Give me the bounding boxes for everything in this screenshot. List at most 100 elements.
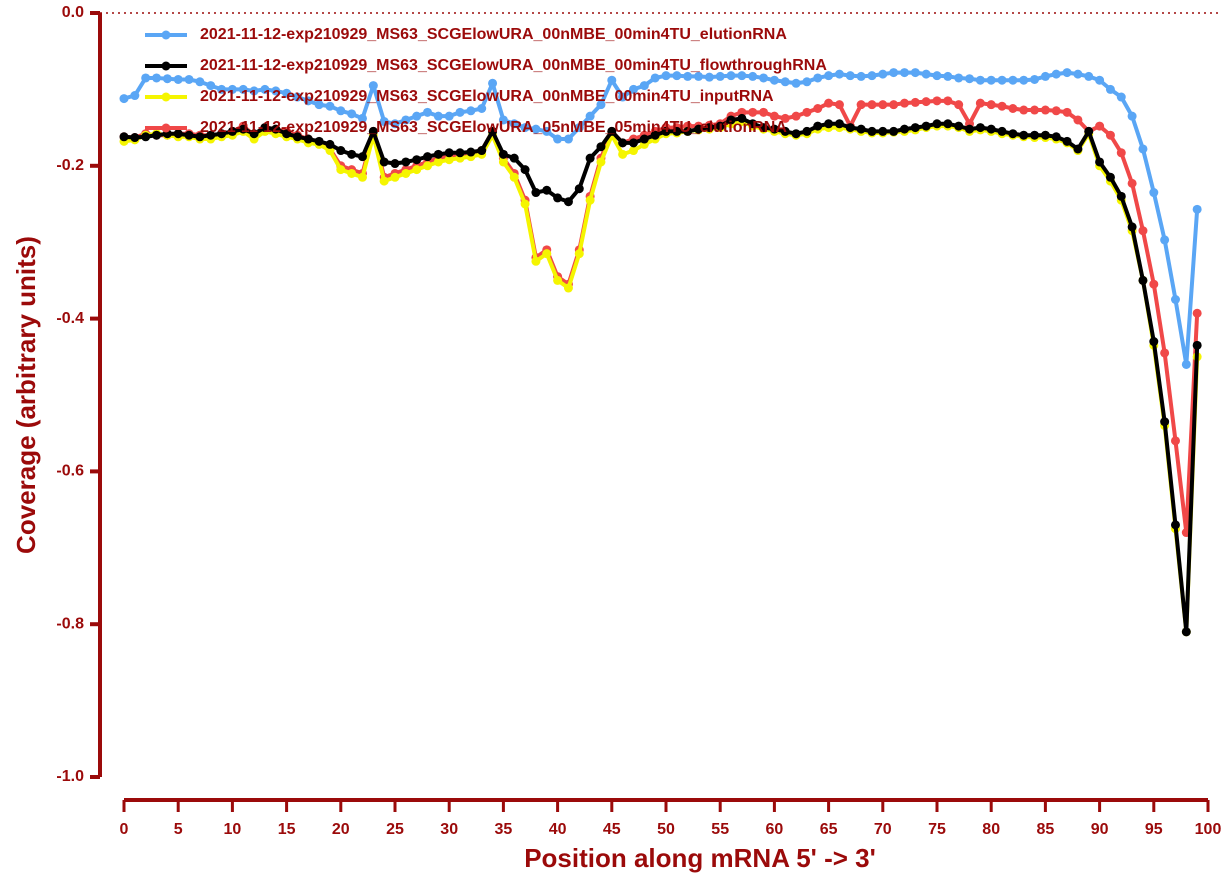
data-point <box>607 75 617 85</box>
data-point <box>423 107 433 117</box>
data-point <box>401 168 411 178</box>
data-point <box>975 75 985 85</box>
data-point <box>498 115 508 125</box>
data-point <box>834 100 844 110</box>
data-point <box>986 100 996 110</box>
data-point <box>715 121 725 131</box>
data-point <box>759 123 769 133</box>
data-point <box>1192 308 1202 318</box>
data-point <box>889 100 899 110</box>
data-point <box>813 104 823 113</box>
data-point <box>813 73 823 83</box>
data-point <box>1170 295 1180 304</box>
data-point <box>726 71 736 81</box>
y-tick-label: -1.0 <box>56 768 84 785</box>
data-point <box>401 157 411 167</box>
data-point <box>563 134 573 144</box>
x-tick-label: 5 <box>174 821 183 838</box>
data-point <box>227 84 237 94</box>
data-point <box>650 73 660 83</box>
data-point <box>119 132 129 142</box>
data-point <box>889 68 899 78</box>
data-point <box>1170 520 1180 530</box>
data-point <box>780 126 790 136</box>
data-point <box>910 123 920 133</box>
data-point <box>1019 105 1029 115</box>
data-point <box>769 111 779 121</box>
data-point <box>1181 627 1191 637</box>
x-tick-label: 70 <box>874 821 892 838</box>
data-point <box>184 130 194 140</box>
data-point <box>130 91 140 101</box>
x-tick-label: 100 <box>1195 821 1222 838</box>
data-point <box>1051 106 1061 116</box>
data-point <box>1160 235 1170 245</box>
data-point <box>802 107 812 117</box>
data-point <box>325 139 335 149</box>
x-tick-label: 0 <box>120 821 129 838</box>
x-tick-label: 10 <box>224 821 242 838</box>
data-point <box>824 119 834 129</box>
data-point <box>650 130 660 140</box>
data-point <box>542 185 552 195</box>
x-tick-label: 40 <box>549 821 567 838</box>
data-point <box>932 96 942 106</box>
data-point <box>975 98 985 108</box>
data-point <box>1073 115 1083 125</box>
data-point <box>824 71 834 81</box>
data-point <box>260 84 270 94</box>
data-point <box>303 96 313 106</box>
x-tick-label: 75 <box>928 821 946 838</box>
x-axis-title: Position along mRNA 5' -> 3' <box>524 843 876 873</box>
series <box>119 96 1202 538</box>
data-point <box>498 157 508 167</box>
x-tick-label: 95 <box>1145 821 1163 838</box>
data-point <box>1192 340 1202 350</box>
data-point <box>531 256 541 266</box>
data-point <box>249 129 259 139</box>
data-point <box>1138 275 1148 285</box>
data-point <box>834 69 844 79</box>
data-point <box>238 84 248 94</box>
data-point <box>628 84 638 94</box>
data-point <box>206 130 216 140</box>
data-point <box>1062 68 1072 78</box>
data-point <box>238 124 248 134</box>
data-point <box>932 119 942 129</box>
data-point <box>390 172 400 182</box>
data-point <box>206 81 216 91</box>
data-point <box>1105 172 1115 182</box>
data-point <box>748 71 758 81</box>
data-point <box>336 165 346 175</box>
legend-marker <box>161 92 171 102</box>
series-line <box>123 119 1200 634</box>
series <box>119 113 1202 637</box>
data-point <box>1073 69 1083 79</box>
data-point <box>444 111 454 121</box>
data-point <box>433 157 443 167</box>
data-point <box>303 134 313 144</box>
data-point <box>1051 132 1061 142</box>
data-point <box>553 134 563 144</box>
data-point <box>748 119 758 129</box>
data-point <box>1030 130 1040 140</box>
data-point <box>1095 121 1105 131</box>
data-point <box>878 69 888 79</box>
data-point <box>910 97 920 107</box>
data-point <box>780 113 790 123</box>
data-point <box>769 124 779 134</box>
data-point <box>618 92 628 102</box>
data-point <box>694 71 704 81</box>
data-point <box>683 126 693 136</box>
data-point <box>1030 105 1040 115</box>
data-point <box>932 71 942 81</box>
data-point <box>574 123 584 133</box>
x-tick-label: 50 <box>657 821 675 838</box>
data-point <box>574 184 584 194</box>
data-point <box>845 123 855 133</box>
data-point <box>1127 178 1137 188</box>
data-point <box>347 109 357 119</box>
data-point <box>520 199 530 209</box>
data-point <box>553 193 563 203</box>
data-point <box>271 86 281 96</box>
